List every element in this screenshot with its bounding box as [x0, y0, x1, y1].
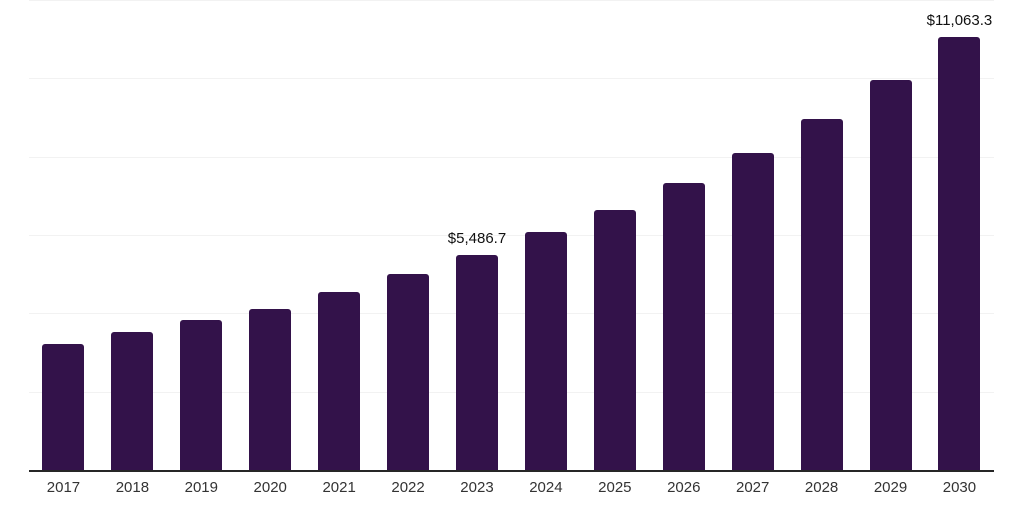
bar-slot-2019	[167, 0, 236, 470]
bar-slot-2029	[856, 0, 925, 470]
x-axis-label-2023: 2023	[460, 479, 494, 496]
x-axis-label-2029: 2029	[873, 479, 908, 496]
bar-slot-2024	[511, 0, 580, 470]
x-axis: 2017 2018 2019 2020 2021 2022 2023 2024 2025 2026…	[29, 472, 994, 496]
bar-2022[interactable]	[387, 274, 430, 470]
x-axis-label-2021: 2021	[322, 479, 356, 496]
x-axis-label-2022: 2022	[391, 479, 425, 496]
x-axis-label-2024: 2024	[529, 479, 563, 496]
bar-chart: $5,486.7 $11,063.3 2017 2018 2019 2020 2021 20…	[29, 0, 994, 496]
bar-2026[interactable]	[662, 183, 705, 470]
x-axis-label-2018: 2018	[115, 479, 150, 496]
bar-slot-2030: $11,063.3	[925, 0, 994, 470]
bar-slot-2020	[236, 0, 305, 470]
data-label-2030: $11,063.3	[926, 11, 993, 29]
bar-slot-2025	[580, 0, 649, 470]
bar-2023[interactable]	[455, 255, 498, 470]
x-axis-label-2027: 2027	[735, 479, 770, 496]
x-axis-label-2019: 2019	[184, 479, 218, 496]
bar-2029[interactable]	[869, 79, 912, 470]
bar-2021[interactable]	[318, 292, 361, 470]
bar-2024[interactable]	[524, 232, 567, 470]
bar-2030[interactable]	[938, 36, 981, 470]
bar-slot-2021	[305, 0, 374, 470]
bar-2020[interactable]	[249, 309, 292, 470]
bar-slot-2026	[649, 0, 718, 470]
bar-slot-2023: $5,486.7	[443, 0, 512, 470]
bar-slot-2017	[29, 0, 98, 470]
bar-2017[interactable]	[42, 344, 85, 470]
x-axis-label-2020: 2020	[253, 479, 287, 496]
x-axis-label-2017: 2017	[46, 479, 81, 496]
bar-slot-2022	[374, 0, 443, 470]
bar-2018[interactable]	[111, 332, 154, 470]
bar-2028[interactable]	[800, 118, 843, 470]
x-axis-label-2025: 2025	[598, 479, 632, 496]
x-axis-label-2030: 2030	[942, 479, 977, 496]
bar-slot-2027	[718, 0, 787, 470]
bar-2019[interactable]	[180, 320, 223, 470]
bar-2025[interactable]	[593, 209, 636, 470]
plot-area: $5,486.7 $11,063.3	[29, 0, 994, 472]
data-label-2023: $5,486.7	[447, 230, 507, 248]
bar-slot-2028	[787, 0, 856, 470]
bar-2027[interactable]	[731, 152, 774, 470]
bar-slot-2018	[98, 0, 167, 470]
x-axis-label-2026: 2026	[667, 479, 701, 496]
x-axis-label-2028: 2028	[804, 479, 839, 496]
